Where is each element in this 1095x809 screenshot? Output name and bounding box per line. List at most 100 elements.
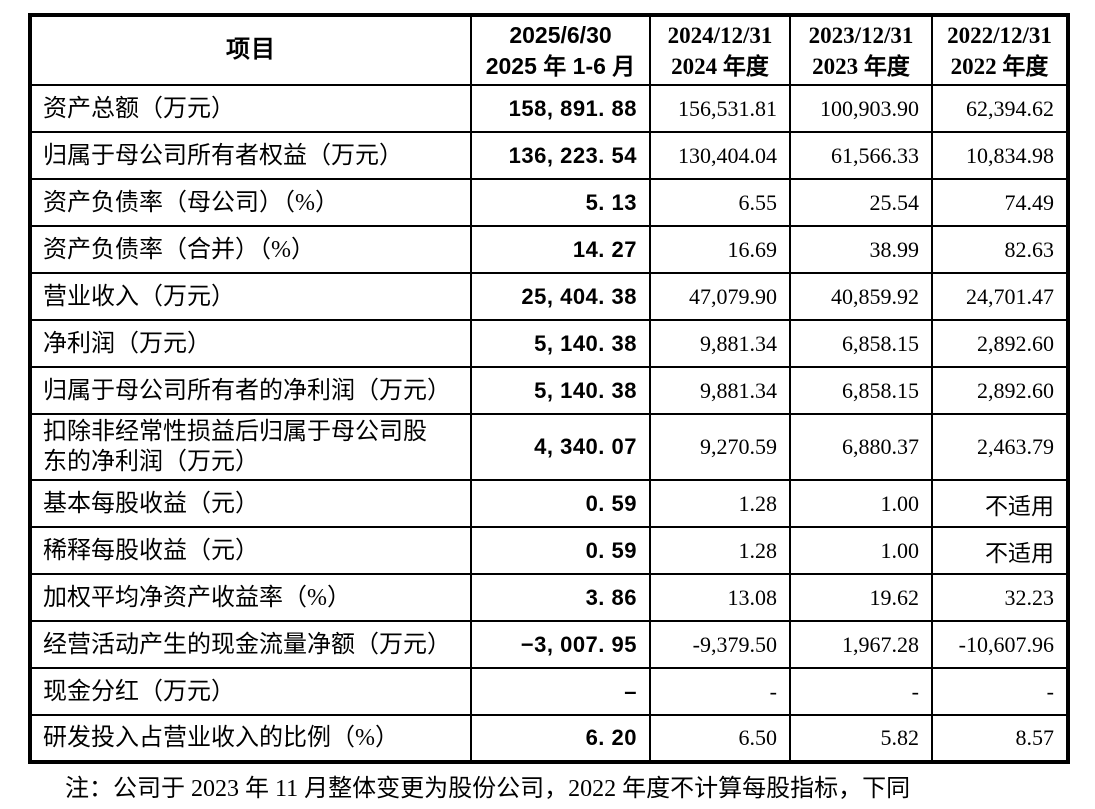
cell-value: 4, 340. 07	[470, 413, 651, 481]
cell-value: -9,379.50	[649, 620, 791, 669]
cell-value: 19.62	[789, 573, 933, 622]
cell-value: 16.69	[649, 225, 791, 274]
cell-value: 5, 140. 38	[470, 366, 651, 415]
header-period: 2022 年度	[950, 53, 1049, 79]
cell-value: 3. 86	[470, 573, 651, 622]
row-label: 资产总额（万元）	[29, 84, 472, 133]
row-debt-ratio-consolidated: 资产负债率（合并）（%） 14. 27 16.69 38.99 82.63	[29, 225, 1069, 274]
row-debt-ratio-parent: 资产负债率（母公司）（%） 5. 13 6.55 25.54 74.49	[29, 178, 1069, 227]
row-total-assets: 资产总额（万元） 158, 891. 88 156,531.81 100,903…	[29, 84, 1069, 133]
row-label: 扣除非经常性损益后归属于母公司股 东的净利润（万元）	[29, 413, 472, 481]
cell-value: –	[470, 667, 651, 716]
cell-value: 9,881.34	[649, 319, 791, 368]
cell-value: 1,967.28	[789, 620, 933, 669]
cell-value: 40,859.92	[789, 272, 933, 321]
cell-value: 74.49	[931, 178, 1069, 227]
cell-value: 10,834.98	[931, 131, 1069, 180]
cell-value: 100,903.90	[789, 84, 933, 133]
header-row: 项目 2025/6/30 2025 年 1-6 月 2024/12/31 202…	[29, 14, 1069, 86]
cell-value: 38.99	[789, 225, 933, 274]
cell-value: 不适用	[931, 479, 1069, 528]
cell-value: 8.57	[931, 714, 1069, 763]
column-header-2022: 2022/12/31 2022 年度	[931, 14, 1069, 86]
column-header-2025h1: 2025/6/30 2025 年 1-6 月	[470, 14, 651, 86]
cell-value: 9,270.59	[649, 413, 791, 481]
row-label: 现金分红（万元）	[29, 667, 472, 716]
column-header-2023: 2023/12/31 2023 年度	[789, 14, 933, 86]
cell-value: -	[789, 667, 933, 716]
header-date: 2023/12/31	[808, 22, 914, 48]
row-net-profit-parent: 归属于母公司所有者的净利润（万元） 5, 140. 38 9,881.34 6,…	[29, 366, 1069, 415]
header-period: 2024 年度	[671, 53, 769, 79]
cell-value: 1.00	[789, 526, 933, 575]
row-label: 归属于母公司所有者权益（万元）	[29, 131, 472, 180]
cell-value: 32.23	[931, 573, 1069, 622]
row-parent-equity: 归属于母公司所有者权益（万元） 136, 223. 54 130,404.04 …	[29, 131, 1069, 180]
row-label: 研发投入占营业收入的比例（%）	[29, 714, 472, 763]
row-basic-eps: 基本每股收益（元） 0. 59 1.28 1.00 不适用	[29, 479, 1069, 528]
row-net-profit: 净利润（万元） 5, 140. 38 9,881.34 6,858.15 2,8…	[29, 319, 1069, 368]
row-label: 净利润（万元）	[29, 319, 472, 368]
cell-value: 2,892.60	[931, 319, 1069, 368]
cell-value: 158, 891. 88	[470, 84, 651, 133]
cell-value: -	[649, 667, 791, 716]
cell-value: 61,566.33	[789, 131, 933, 180]
cell-value: 136, 223. 54	[470, 131, 651, 180]
cell-value: 62,394.62	[931, 84, 1069, 133]
cell-value: 0. 59	[470, 479, 651, 528]
cell-value: 24,701.47	[931, 272, 1069, 321]
cell-value: 1.28	[649, 479, 791, 528]
cell-value: 0. 59	[470, 526, 651, 575]
cell-value: 25, 404. 38	[470, 272, 651, 321]
cell-value: 5.82	[789, 714, 933, 763]
cell-value: 13.08	[649, 573, 791, 622]
cell-value: 6.55	[649, 178, 791, 227]
cell-value: 14. 27	[470, 225, 651, 274]
cell-value: 6. 20	[470, 714, 651, 763]
cell-value: 6,858.15	[789, 366, 933, 415]
header-date: 2024/12/31	[667, 22, 773, 48]
column-header-2024: 2024/12/31 2024 年度	[649, 14, 791, 86]
cell-value: -10,607.96	[931, 620, 1069, 669]
row-net-profit-deducted: 扣除非经常性损益后归属于母公司股 东的净利润（万元） 4, 340. 07 9,…	[29, 413, 1069, 481]
cell-value: 156,531.81	[649, 84, 791, 133]
cell-value: 2,463.79	[931, 413, 1069, 481]
row-label: 基本每股收益（元）	[29, 479, 472, 528]
row-weighted-roe: 加权平均净资产收益率（%） 3. 86 13.08 19.62 32.23	[29, 573, 1069, 622]
row-operating-cash-flow: 经营活动产生的现金流量净额（万元） −3, 007. 95 -9,379.50 …	[29, 620, 1069, 669]
row-label: 资产负债率（合并）（%）	[29, 225, 472, 274]
cell-value: -	[931, 667, 1069, 716]
cell-value: 6,858.15	[789, 319, 933, 368]
row-label: 稀释每股收益（元）	[29, 526, 472, 575]
row-rd-ratio: 研发投入占营业收入的比例（%） 6. 20 6.50 5.82 8.57	[29, 714, 1069, 763]
row-label: 归属于母公司所有者的净利润（万元）	[29, 366, 472, 415]
row-label: 营业收入（万元）	[29, 272, 472, 321]
row-label: 经营活动产生的现金流量净额（万元）	[29, 620, 472, 669]
row-cash-dividend: 现金分红（万元） – - - -	[29, 667, 1069, 716]
header-date: 2025/6/30	[509, 21, 612, 48]
header-period: 2023 年度	[812, 53, 910, 79]
cell-value: 130,404.04	[649, 131, 791, 180]
cell-value: 25.54	[789, 178, 933, 227]
cell-value: 1.00	[789, 479, 933, 528]
cell-value: 1.28	[649, 526, 791, 575]
row-operating-revenue: 营业收入（万元） 25, 404. 38 47,079.90 40,859.92…	[29, 272, 1069, 321]
cell-value: 47,079.90	[649, 272, 791, 321]
cell-value: 不适用	[931, 526, 1069, 575]
cell-value: 82.63	[931, 225, 1069, 274]
cell-value: 9,881.34	[649, 366, 791, 415]
cell-value: 6,880.37	[789, 413, 933, 481]
cell-value: −3, 007. 95	[470, 620, 651, 669]
cell-value: 2,892.60	[931, 366, 1069, 415]
footnote: 注：公司于 2023 年 11 月整体变更为股份公司，2022 年度不计算每股指…	[65, 776, 911, 802]
header-period: 2025 年 1-6 月	[485, 52, 636, 79]
header-date: 2022/12/31	[947, 22, 1052, 48]
row-diluted-eps: 稀释每股收益（元） 0. 59 1.28 1.00 不适用	[29, 526, 1069, 575]
cell-value: 5, 140. 38	[470, 319, 651, 368]
row-label: 加权平均净资产收益率（%）	[29, 573, 472, 622]
row-label: 资产负债率（母公司）（%）	[29, 178, 472, 227]
cell-value: 5. 13	[470, 178, 651, 227]
column-header-item: 项目	[29, 14, 472, 86]
financial-indicators-table: 项目 2025/6/30 2025 年 1-6 月 2024/12/31 202…	[28, 13, 1070, 764]
